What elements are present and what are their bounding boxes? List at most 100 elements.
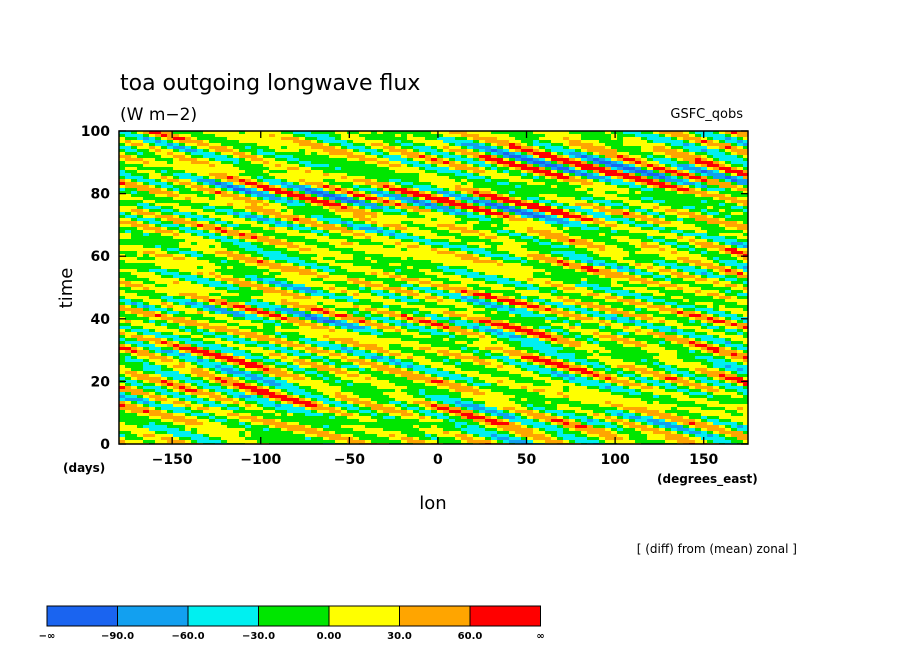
heatmap-cell: [377, 212, 384, 216]
heatmap-cell: [281, 215, 288, 219]
heatmap-cell: [281, 260, 288, 264]
heatmap-cell: [743, 209, 748, 213]
heatmap-cell: [611, 137, 618, 141]
heatmap-cell: [491, 134, 498, 138]
heatmap-cell: [275, 218, 282, 222]
heatmap-cell: [221, 215, 228, 219]
heatmap-cell: [179, 173, 186, 177]
heatmap-cell: [239, 191, 246, 195]
heatmap-cell: [575, 173, 582, 177]
heatmap-cell: [251, 266, 258, 270]
heatmap-cell: [359, 197, 366, 201]
heatmap-cell: [125, 143, 132, 147]
heatmap-cell: [395, 248, 402, 252]
heatmap-cell: [539, 254, 546, 258]
heatmap-cell: [293, 191, 300, 195]
heatmap-cell: [395, 272, 402, 276]
heatmap-cell: [689, 209, 696, 213]
heatmap-cell: [719, 182, 726, 186]
heatmap-cell: [245, 254, 252, 258]
heatmap-cell: [221, 242, 228, 246]
heatmap-cell: [323, 263, 330, 267]
heatmap-cell: [329, 245, 336, 249]
heatmap-cell: [497, 248, 504, 252]
heatmap-cell: [323, 137, 330, 141]
heatmap-cell: [425, 155, 432, 159]
heatmap-cell: [125, 203, 132, 207]
heatmap-cell: [365, 248, 372, 252]
heatmap-cell: [623, 227, 630, 231]
heatmap-cell: [551, 224, 558, 228]
heatmap-cell: [503, 152, 510, 156]
heatmap-cell: [521, 242, 528, 246]
heatmap-cell: [629, 203, 636, 207]
heatmap-cell: [353, 140, 360, 144]
heatmap-cell: [347, 137, 354, 141]
heatmap-cell: [581, 254, 588, 258]
heatmap-cell: [119, 209, 126, 213]
heatmap-cell: [557, 224, 564, 228]
heatmap-cell: [497, 188, 504, 192]
heatmap-cell: [437, 200, 444, 204]
heatmap-cell: [683, 236, 690, 240]
heatmap-cell: [587, 254, 594, 258]
heatmap-cell: [209, 212, 216, 216]
heatmap-cell: [461, 224, 468, 228]
heatmap-cell: [341, 191, 348, 195]
heatmap-cell: [413, 251, 420, 255]
heatmap-cell: [131, 245, 138, 249]
heatmap-cell: [671, 146, 678, 150]
heatmap-cell: [701, 149, 708, 153]
heatmap-cell: [587, 215, 594, 219]
heatmap-cell: [653, 224, 660, 228]
heatmap-cell: [245, 212, 252, 216]
heatmap-cell: [539, 191, 546, 195]
heatmap-cell: [605, 140, 612, 144]
heatmap-cell: [299, 152, 306, 156]
heatmap-cell: [473, 227, 480, 231]
heatmap-cell: [221, 221, 228, 225]
heatmap-cell: [299, 248, 306, 252]
heatmap-cell: [413, 206, 420, 210]
heatmap-cell: [269, 134, 276, 138]
heatmap-cell: [623, 230, 630, 234]
heatmap-cell: [539, 131, 546, 135]
heatmap-cell: [173, 185, 180, 189]
heatmap-cell: [455, 170, 462, 174]
heatmap-cell: [173, 224, 180, 228]
heatmap-cell: [611, 143, 618, 147]
heatmap-cell: [509, 140, 516, 144]
heatmap-cell: [203, 140, 210, 144]
heatmap-cell: [329, 167, 336, 171]
heatmap-cell: [671, 194, 678, 198]
heatmap-cell: [647, 203, 654, 207]
heatmap-cell: [581, 203, 588, 207]
heatmap-cell: [737, 167, 744, 171]
heatmap-cell: [533, 197, 540, 201]
heatmap-cell: [737, 269, 744, 273]
heatmap-cell: [521, 173, 528, 177]
heatmap-cell: [395, 176, 402, 180]
heatmap-cell: [485, 233, 492, 237]
heatmap-cell: [263, 230, 270, 234]
heatmap-cell: [287, 260, 294, 264]
heatmap-cell: [209, 134, 216, 138]
heatmap-cell: [713, 167, 720, 171]
heatmap-cell: [455, 161, 462, 165]
heatmap-cell: [551, 254, 558, 258]
heatmap-cell: [677, 215, 684, 219]
heatmap-cell: [479, 152, 486, 156]
heatmap-cell: [533, 191, 540, 195]
heatmap-cell: [407, 215, 414, 219]
heatmap-cell: [683, 209, 690, 213]
heatmap-cell: [563, 152, 570, 156]
heatmap-cell: [533, 245, 540, 249]
heatmap-cell: [647, 269, 654, 273]
heatmap-cell: [299, 269, 306, 273]
heatmap-cell: [521, 146, 528, 150]
heatmap-cell: [329, 146, 336, 150]
heatmap-cell: [239, 251, 246, 255]
heatmap-cell: [197, 230, 204, 234]
heatmap-cell: [539, 170, 546, 174]
heatmap-cell: [419, 215, 426, 219]
